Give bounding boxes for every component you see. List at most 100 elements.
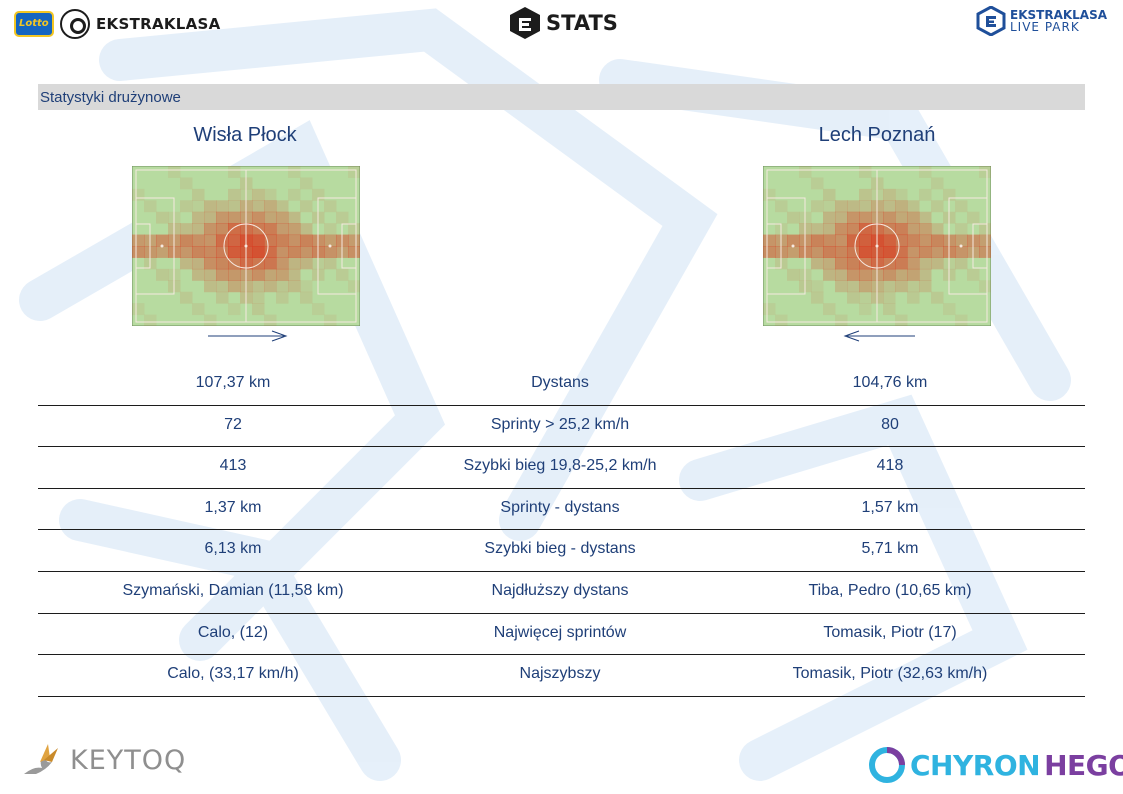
- heat-cell: [847, 234, 860, 247]
- heat-cell: [264, 223, 277, 236]
- heat-cell: [835, 246, 848, 258]
- heat-cell: [252, 200, 265, 213]
- heat-cell: [156, 211, 169, 224]
- heat-cell: [252, 303, 265, 316]
- heat-cell: [204, 246, 217, 258]
- heat-cell: [192, 211, 205, 224]
- center-spot: [244, 244, 248, 248]
- heat-cell: [180, 257, 193, 270]
- heat-cell: [955, 200, 968, 213]
- heat-cell: [264, 246, 277, 258]
- away-pitch-svg: [763, 166, 991, 326]
- heat-cell: [883, 234, 896, 247]
- heat-cell: [276, 234, 289, 247]
- heat-cell: [216, 257, 229, 270]
- heat-cell: [312, 188, 325, 201]
- right-penalty-spot: [959, 244, 963, 248]
- heat-cell: [300, 257, 313, 270]
- heat-cell: [883, 200, 896, 213]
- heat-cell: [763, 303, 776, 316]
- heat-cell: [300, 234, 313, 247]
- heat-cell: [228, 200, 241, 213]
- heat-cell: [132, 303, 145, 316]
- heat-cell: [156, 268, 169, 281]
- heat-cell: [216, 280, 229, 293]
- heat-cell: [204, 280, 217, 293]
- heat-cell: [787, 246, 800, 258]
- heat-cell: [895, 188, 908, 201]
- heat-cell: [312, 303, 325, 316]
- stat-label: Najszybszy: [519, 665, 601, 683]
- heat-cell: [132, 246, 145, 258]
- heat-cell: [979, 166, 991, 178]
- heat-cell: [252, 246, 265, 258]
- stat-label: Najwięcej sprintów: [493, 623, 627, 641]
- heat-cell: [204, 200, 217, 213]
- away-value: 5,71 km: [861, 540, 919, 558]
- away-value: 1,57 km: [861, 498, 919, 516]
- heat-cell: [288, 223, 301, 236]
- heat-cell: [823, 200, 836, 213]
- heat-cell: [907, 246, 920, 258]
- heat-cell: [919, 211, 932, 224]
- heat-cell: [264, 257, 277, 270]
- heat-cell: [883, 246, 896, 258]
- stat-label: Sprinty > 25,2 km/h: [490, 415, 630, 433]
- heat-cell: [895, 268, 908, 281]
- heat-cell: [823, 246, 836, 258]
- stat-row-fast-runs: 413 Szybki bieg 19,8-25,2 km/h 418: [38, 447, 1085, 489]
- keytoq-logo: KEYTOQ: [20, 740, 186, 780]
- heat-cell: [895, 211, 908, 224]
- heat-cell: [883, 211, 896, 224]
- heat-cell: [132, 188, 145, 201]
- heat-cell: [859, 268, 872, 281]
- heat-cell: [144, 200, 157, 213]
- chyron-text: CHYRON: [910, 748, 1041, 782]
- heat-cell: [763, 246, 776, 258]
- heat-cell: [799, 166, 812, 178]
- heat-cell: [216, 291, 229, 304]
- heat-cell: [811, 246, 824, 258]
- attack-direction-right-icon: [208, 330, 288, 342]
- heat-cell: [216, 268, 229, 281]
- heat-cell: [264, 188, 277, 201]
- left-penalty-spot: [160, 244, 164, 248]
- heat-cell: [288, 211, 301, 224]
- heat-cell: [192, 234, 205, 247]
- away-heatmap: [763, 166, 991, 326]
- heat-cell: [264, 211, 277, 224]
- heat-cell: [300, 223, 313, 236]
- heat-cell: [919, 280, 932, 293]
- stat-label: Szybki bieg 19,8-25,2 km/h: [463, 457, 657, 475]
- away-value: Tomasik, Piotr (32,63 km/h): [792, 665, 988, 683]
- heat-cell: [300, 280, 313, 293]
- heat-cell: [859, 291, 872, 304]
- heat-cell: [192, 223, 205, 236]
- heat-cell: [811, 291, 824, 304]
- heat-cell: [180, 291, 193, 304]
- heat-cell: [955, 246, 968, 258]
- stat-label: Szybki bieg - dystans: [484, 540, 636, 558]
- heat-cell: [228, 257, 241, 270]
- heat-cell: [847, 223, 860, 236]
- heat-cell: [967, 268, 980, 281]
- heat-cell: [847, 211, 860, 224]
- left-goal-area: [135, 223, 151, 269]
- heat-cell: [324, 200, 337, 213]
- heat-cell: [835, 257, 848, 270]
- heat-cell: [919, 188, 932, 201]
- heat-cell: [859, 188, 872, 201]
- heat-cell: [775, 200, 788, 213]
- e-shield-icon: [510, 7, 540, 39]
- heat-cell: [252, 234, 265, 247]
- heat-cell: [144, 314, 157, 326]
- ball-logo-icon: [60, 9, 90, 39]
- away-value: 418: [876, 457, 904, 475]
- ekstraklasa-logo: Lotto EKSTRAKLASA: [14, 8, 221, 40]
- keytoq-bird-icon: [24, 744, 58, 774]
- heat-cell: [132, 234, 145, 247]
- heat-cell: [156, 234, 169, 247]
- heat-cell: [835, 200, 848, 213]
- heat-cell: [276, 280, 289, 293]
- home-value: Calo, (12): [197, 623, 269, 641]
